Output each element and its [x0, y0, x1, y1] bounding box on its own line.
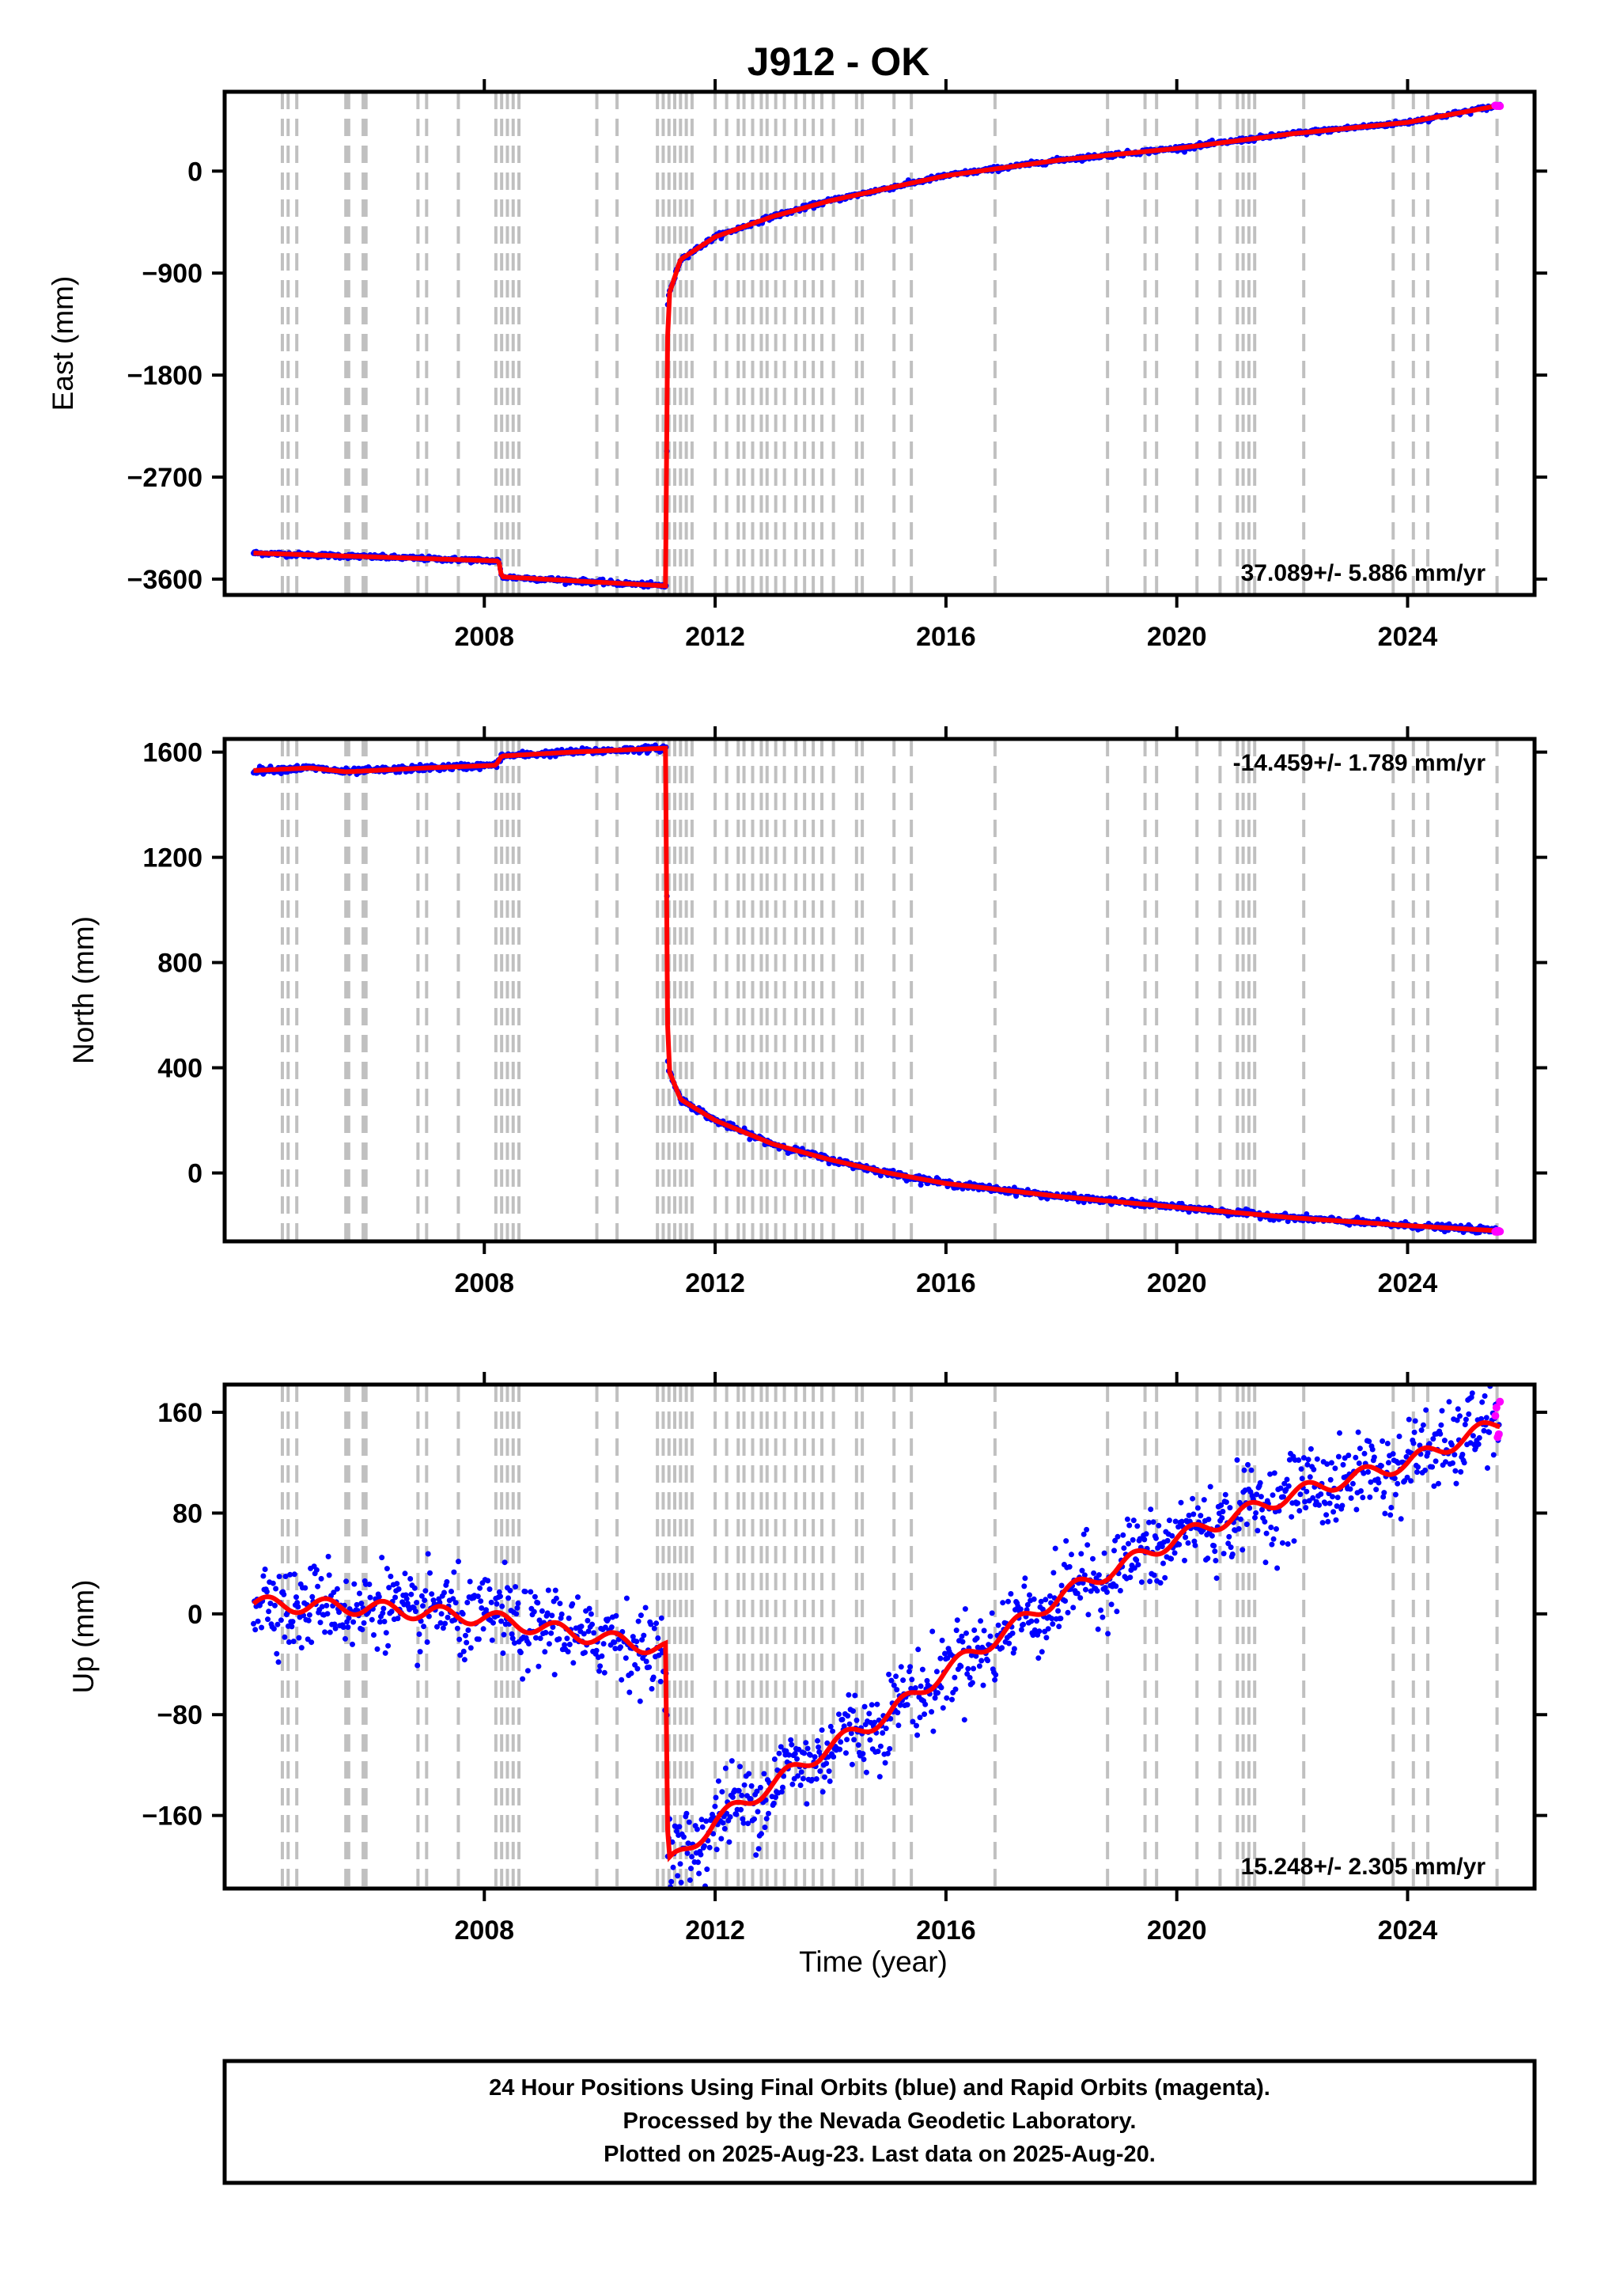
final-orbit-points [251, 101, 1503, 590]
x-tick-label: 2016 [916, 1915, 976, 1946]
up-model-line [252, 1419, 1501, 1862]
east-event-lines [280, 92, 1499, 595]
final-orbit-points [251, 742, 1503, 1236]
rapid-orbit-point [1493, 1433, 1502, 1442]
north-ticks: 2008 2012 2016 2020 2024 1600 1200 800 400 0 [142, 726, 1547, 1298]
up-ticks: 2008 2012 2016 2020 2024 160 80 0 −80 −160 [142, 1372, 1547, 1946]
rapid-orbit-point [1491, 1411, 1500, 1420]
x-tick-label: 2024 [1378, 1268, 1438, 1298]
y-tick-label: 800 [157, 949, 202, 979]
north-event-lines [280, 739, 1499, 1241]
x-tick-label: 2008 [454, 622, 514, 652]
rapid-orbit-point [1496, 1397, 1504, 1406]
y-tick-label: 0 [187, 1600, 202, 1630]
up-rate-text: 15.248+/- 2.305 mm/yr [1241, 1854, 1486, 1880]
north-rapid-points [1491, 1226, 1504, 1237]
east-ticks: 2008 2012 2016 2020 2024 0 −900 −1800 −2700 −3600 [127, 79, 1547, 652]
x-axis-label: Time (year) [799, 1946, 948, 1978]
north-rate-text: -14.459+/- 1.789 mm/yr [1233, 750, 1486, 776]
up-scatter [251, 1383, 1503, 1890]
x-tick-label: 2016 [916, 622, 976, 652]
y-tick-label: 0 [187, 1159, 202, 1189]
x-tick-label: 2012 [685, 622, 745, 652]
up-rapid-points [1491, 1397, 1504, 1442]
east-y-axis-label: East (mm) [47, 276, 79, 411]
x-tick-label: 2012 [685, 1268, 745, 1298]
y-tick-label: 1600 [142, 738, 202, 768]
y-tick-label: 1200 [142, 843, 202, 873]
x-tick-label: 2008 [454, 1268, 514, 1298]
x-tick-label: 2020 [1147, 1915, 1207, 1946]
y-tick-label: −3600 [127, 565, 203, 595]
footer-line-2: Processed by the Nevada Geodetic Laborat… [623, 2108, 1137, 2134]
y-tick-label: −900 [142, 259, 202, 289]
rapid-orbit-point [1491, 1227, 1500, 1236]
east-plot-frame [222, 89, 1537, 597]
up-panel: 2008 2012 2016 2020 2024 160 80 0 −80 −160 Up (mm… [67, 1372, 1547, 1946]
x-tick-label: 2024 [1378, 1915, 1438, 1946]
east-rate-text: 37.089+/- 5.886 mm/yr [1241, 560, 1486, 586]
y-tick-label: 0 [187, 157, 202, 187]
rapid-orbit-point [1492, 1404, 1501, 1412]
footer-line-3: Plotted on 2025-Aug-23. Last data on 202… [604, 2142, 1156, 2167]
up-y-axis-label: Up (mm) [67, 1580, 100, 1694]
y-tick-label: 160 [157, 1398, 202, 1428]
east-model-line [253, 103, 1501, 589]
y-tick-label: 400 [157, 1054, 202, 1084]
rapid-orbit-point [1491, 101, 1500, 110]
footer-line-1: 24 Hour Positions Using Final Orbits (bl… [489, 2075, 1270, 2101]
y-tick-label: −2700 [127, 463, 203, 493]
up-plot-frame [222, 1382, 1537, 1891]
east-rapid-points [1491, 101, 1504, 111]
north-scatter [251, 742, 1503, 1236]
x-tick-label: 2024 [1378, 622, 1438, 652]
y-tick-label: −80 [157, 1700, 202, 1730]
chart-title: J912 - OK [748, 40, 930, 84]
footer-frame [222, 2059, 1537, 2185]
north-panel: 2008 2012 2016 2020 2024 1600 1200 800 400 0 Nort… [67, 726, 1547, 1298]
north-plot-frame [222, 737, 1537, 1244]
x-tick-label: 2020 [1147, 622, 1207, 652]
y-tick-label: 80 [172, 1498, 202, 1529]
x-tick-label: 2020 [1147, 1268, 1207, 1298]
x-tick-label: 2016 [916, 1268, 976, 1298]
y-tick-label: −1800 [127, 361, 203, 391]
footer-box: 24 Hour Positions Using Final Orbits (bl… [222, 2059, 1537, 2185]
final-orbit-points [251, 1383, 1503, 1890]
x-tick-label: 2008 [454, 1915, 514, 1946]
north-y-axis-label: North (mm) [67, 916, 100, 1064]
y-tick-label: −160 [142, 1802, 202, 1832]
north-model-line [253, 745, 1501, 1233]
east-scatter [251, 101, 1503, 590]
x-tick-label: 2012 [685, 1915, 745, 1946]
east-panel: 2008 2012 2016 2020 2024 0 −900 −1800 −2700 −3600… [47, 79, 1547, 652]
